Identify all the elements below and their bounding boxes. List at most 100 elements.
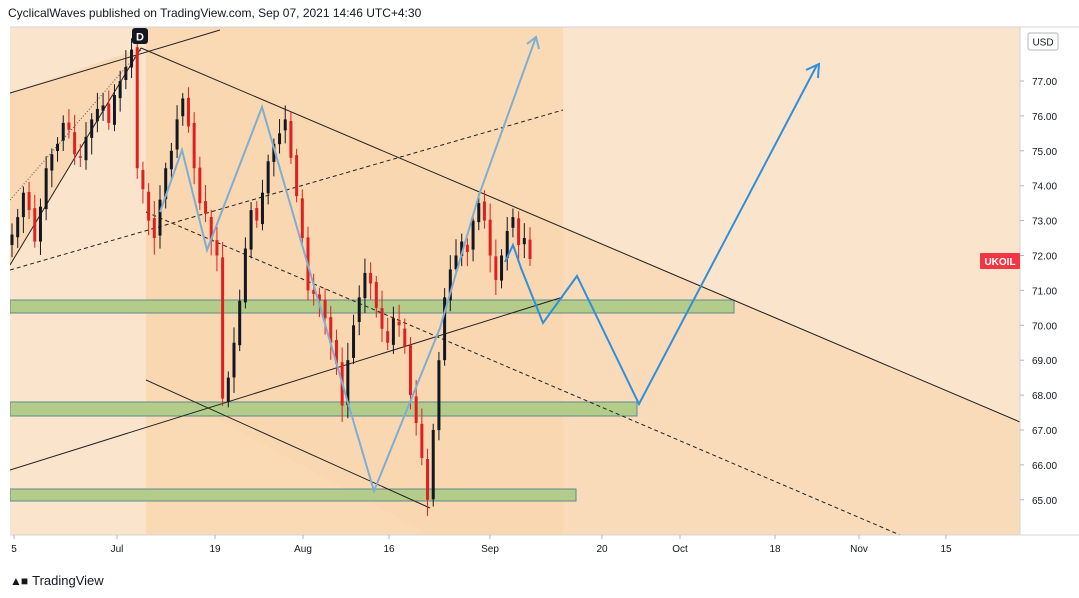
candle-body: [477, 203, 481, 223]
price-tick-label: 69.00: [1032, 356, 1057, 367]
support-zone: [10, 488, 577, 502]
candle-body: [488, 219, 492, 256]
candle-body: [44, 168, 48, 210]
candle-body: [448, 269, 452, 301]
time-tick-label: 15: [940, 544, 952, 555]
time-axis[interactable]: 5 Jul 19 Aug 16 Sep 20 Oct 18 Nov 15: [11, 535, 952, 555]
price-axis[interactable]: 77.00 76.00 75.00 74.00 73.00 72.00 71.00 70.00…: [1020, 77, 1057, 507]
support-zone: [10, 401, 638, 417]
candle-body: [317, 294, 321, 301]
dashed-channel-line: [145, 211, 901, 535]
candle-body: [505, 231, 509, 259]
candle-body: [38, 206, 42, 242]
wave-label-d: D: [132, 28, 148, 44]
candle-body: [391, 318, 395, 345]
candle-body: [27, 192, 31, 211]
candle-body: [471, 220, 475, 250]
candle-body: [10, 234, 14, 246]
price-tick-label: 74.00: [1032, 182, 1057, 193]
time-tick-label: 20: [596, 544, 608, 555]
candle-body: [135, 47, 139, 169]
candle-body: [21, 192, 25, 218]
price-tick-label: 73.00: [1032, 217, 1057, 228]
candle-body: [50, 154, 54, 171]
candle-body: [283, 119, 287, 131]
blue-arrowhead: [805, 62, 821, 79]
price-tick-label: 70.00: [1032, 321, 1057, 332]
rising-support-line: [10, 296, 564, 471]
time-tick-label: Aug: [294, 544, 312, 555]
price-tick-label: 66.00: [1032, 461, 1057, 472]
candle-body: [397, 321, 401, 326]
candle-body: [107, 103, 111, 123]
price-chart[interactable]: D USD 77.00 76.00 75.00 74.00 73.00 72.00 71.0…: [0, 0, 1079, 568]
candle-body: [403, 328, 407, 347]
time-tick-label: 5: [11, 544, 17, 555]
candle-body: [528, 239, 532, 259]
candle-body: [500, 255, 504, 281]
candle-body: [192, 122, 196, 169]
candle-body: [124, 67, 128, 80]
upper-channel-line: [140, 47, 1020, 423]
time-tick-label: Jul: [111, 544, 124, 555]
candle-body: [266, 161, 270, 194]
plot-area: [10, 27, 1020, 535]
price-tick-label: 76.00: [1032, 112, 1057, 123]
candle-body: [329, 317, 333, 343]
candle-body: [369, 272, 373, 284]
svg-text:D: D: [136, 32, 144, 44]
candle-body: [16, 217, 20, 238]
time-tick-label: 18: [769, 544, 781, 555]
candle-body: [460, 241, 464, 257]
candle-body: [209, 216, 213, 242]
candle-body: [78, 156, 82, 158]
support-zone: [10, 299, 735, 314]
candle-body: [323, 299, 327, 319]
candle-body: [249, 210, 253, 250]
candle-body: [431, 430, 435, 500]
price-tick-label: 67.00: [1032, 426, 1057, 437]
candle-body: [312, 290, 316, 294]
dotted-trend-line: [10, 49, 142, 201]
candle-body: [363, 272, 367, 299]
candle-body: [352, 325, 356, 358]
candle-body: [289, 121, 293, 158]
time-tick-label: Oct: [672, 544, 688, 555]
candle-body: [226, 377, 230, 402]
candle-body: [95, 108, 99, 122]
candle-body: [152, 218, 156, 239]
candle-body: [67, 122, 71, 130]
time-tick-label: 16: [383, 544, 395, 555]
candle-body: [494, 256, 498, 280]
candle-body: [169, 150, 173, 170]
candle-body: [243, 248, 247, 303]
candle-body: [374, 281, 378, 308]
candle-body: [420, 423, 424, 458]
candle-body: [272, 143, 276, 162]
lower-channel-line: [145, 379, 431, 509]
candle-body: [260, 192, 264, 225]
candle-body: [130, 49, 134, 68]
candle-body: [278, 133, 282, 145]
candle-body: [517, 218, 521, 246]
candle-body: [465, 244, 469, 253]
currency-label[interactable]: USD: [1027, 32, 1059, 51]
upper-wedge-line: [10, 29, 221, 94]
candle-body: [90, 119, 94, 138]
price-tick-label: 71.00: [1032, 286, 1057, 297]
candle-body: [380, 308, 384, 329]
candle-body: [454, 255, 458, 270]
candle-body: [300, 198, 304, 239]
candle-body: [175, 119, 179, 150]
time-tick-label: 19: [209, 544, 221, 555]
candle-body: [232, 342, 236, 378]
candle-body: [56, 143, 60, 152]
time-tick-label: Nov: [850, 544, 868, 555]
candle-body: [147, 191, 151, 221]
candle-body: [482, 201, 486, 221]
candle-body: [186, 97, 190, 127]
candle-body: [255, 208, 259, 221]
symbol-badge: UKOIL: [980, 253, 1020, 269]
candles: [10, 36, 532, 516]
candle-body: [61, 122, 65, 141]
